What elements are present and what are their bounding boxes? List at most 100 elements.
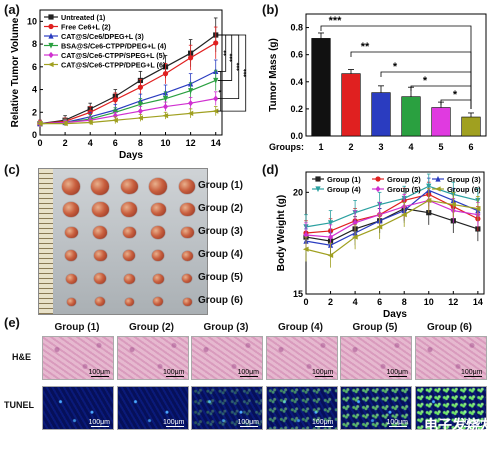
scale-bar [314,426,333,427]
scale-bar [463,426,482,427]
data-point [87,119,93,126]
tumor-specimen [94,273,106,285]
tunel-stain-image: 100μm [265,386,338,430]
x-tick-label: 12 [448,297,458,307]
tumor-specimen [91,201,109,218]
data-point [162,103,169,110]
tumor-specimen [124,297,134,306]
tumor-specimen [121,202,137,217]
tunel-stain-image: 100μm [42,386,114,430]
legend-marker [375,185,381,193]
apoptosis-signal [341,387,411,429]
data-point [112,112,118,119]
legend-marker [375,176,381,182]
scale-bar [314,376,333,377]
x-tick-label: 2 [348,142,353,152]
tumor-volume-chart: 0 2 4 6 8 10 12 14 0 2 4 6 8 10 Days Relative Tumor Vol… [10,9,251,160]
bar-group-3 [371,92,391,137]
series-line [305,199,478,238]
histology-column-title: Group (2) [129,322,174,333]
tumor-specimen [180,226,194,239]
data-point [352,234,358,240]
legend-label: BSA@S/Ce6-CTPP/DPEG+L (4) [61,42,167,51]
histology-column-title: Group (3) [203,322,249,333]
bar-group-4 [401,96,421,137]
he-stain-image: 100μm [191,336,263,380]
legend-label: CAT@S/Ce6/DPEG+L (3) [61,32,144,41]
y-tick-label: 4 [32,85,37,95]
legend-label: Group (2) [387,175,421,184]
tumor-specimen [179,202,195,217]
y-tick-label: 15 [293,289,303,299]
series-line [39,34,217,125]
y-tick-label: 0.4 [290,77,303,87]
y-tick-label: 20 [293,187,303,197]
legend-marker [48,42,54,49]
y-tick-label: 8 [32,39,37,49]
y-tick-label: 6 [32,62,37,72]
scale-bar-label: 100μm [237,419,259,426]
tumor-specimen [123,273,135,284]
y-axis-label: Relative Tumor Volume [10,17,21,127]
excised-tumor-photo [38,168,208,315]
x-tick-label: 5 [438,142,443,152]
apoptosis-signal [415,387,486,429]
x-tick-label: 4 [88,138,93,148]
significance-label: * [219,90,226,93]
scale-bar-label: 100μm [311,419,334,426]
x-tick-label: 14 [473,297,483,307]
data-point [137,108,144,115]
photo-group-label: Group (5) [198,272,243,283]
legend-marker [47,61,54,68]
tumor-specimen [149,178,167,195]
data-point [425,197,432,204]
histology-column-title: Group (1) [54,322,100,333]
tumor-specimen [65,273,77,284]
data-point [376,224,383,230]
photo-group-label: Group (3) [198,226,243,237]
y-tick-label: 0.0 [290,131,303,141]
significance-label: * [393,61,398,73]
data-point [212,108,219,114]
series-cat-s-ce6-ctpp-dpeg-l-6- [36,106,219,127]
x-tick-label: 10 [161,138,171,148]
data-point [162,96,169,102]
apoptosis-signal [192,387,262,429]
panel-label-a: (a) [4,2,20,17]
tunel-stain-image: 100μm [191,386,263,430]
significance-label: *** [237,62,244,70]
tumor-specimen [120,178,138,195]
legend-label: Group (4) [327,185,361,194]
significance-label: *** [244,69,251,77]
bar-group-2 [341,73,361,137]
significance-label: ** [361,41,370,53]
data-point [327,252,334,258]
tunel-stain-image: 100μm [116,386,189,430]
significance-label: ** [224,50,231,56]
x-tick-label: 3 [378,142,383,152]
y-axis-label: Tumor Mass (g) [268,38,279,112]
tumor-specimen [122,226,136,239]
legend-marker [434,186,441,192]
data-point [188,88,194,94]
series-line [39,42,217,125]
photo-group-label: Group (1) [198,180,243,191]
scale-bar-label: 100μm [162,369,185,376]
significance-label: * [453,89,458,101]
x-tick-label: 4 [353,297,358,307]
data-point [213,40,219,46]
significance-label: * [423,75,428,87]
row-label-he: H&E [12,352,32,362]
panel-label-c: (c) [4,162,20,177]
legend-marker [48,14,54,20]
tumor-specimen [64,226,78,239]
tunel-stain-image: 100μm [340,386,412,430]
legend-label: CAT@S/Ce6-CTPP/DPEG+L (6) [61,61,166,70]
tumor-specimen [93,226,107,239]
bar-group-6 [461,116,481,137]
x-tick-label: 8 [402,297,407,307]
tumor-specimen [152,250,164,262]
tumor-specimen [123,250,135,262]
photo-group-label: Group (6) [198,295,243,306]
data-point [426,183,432,190]
